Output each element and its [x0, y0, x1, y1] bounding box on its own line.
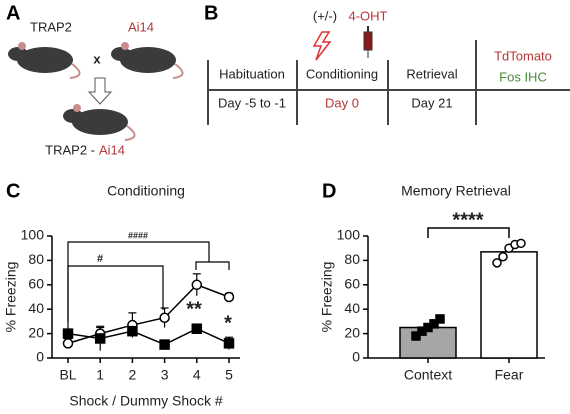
significance-label: *	[224, 312, 232, 334]
offspring-label: Ai14	[99, 142, 125, 157]
y-tick-label: 80	[28, 251, 44, 267]
y-tick-label: 0	[36, 349, 44, 365]
panel-label: A	[6, 2, 20, 24]
drug-label: 4-OHT	[349, 8, 388, 23]
x-tick-label: 4	[193, 367, 201, 383]
y-tick-label: 20	[28, 324, 44, 340]
stage-name: Habituation	[219, 66, 285, 81]
y-axis-label: % Freezing	[3, 262, 19, 333]
data-point	[62, 338, 74, 349]
bar	[399, 326, 457, 359]
shock-icon	[312, 31, 332, 61]
stage-day: Day -5 to -1	[218, 95, 286, 110]
x-tick-label: 1	[96, 367, 104, 383]
data-point	[159, 312, 170, 323]
y-tick-label: 20	[344, 324, 360, 340]
data-point	[159, 339, 170, 350]
y-tick-label: 100	[21, 227, 45, 243]
chart-title: Memory Retrieval	[401, 183, 511, 199]
readout: Fos IHC	[499, 69, 547, 84]
stage-day: Day 21	[411, 95, 452, 110]
y-tick-label: 40	[28, 300, 44, 316]
syringe-icon	[363, 26, 373, 58]
chart-title: Conditioning	[107, 183, 185, 199]
timeline	[207, 40, 570, 125]
significance-label: ****	[452, 209, 483, 231]
bar	[480, 251, 538, 359]
data-point	[127, 325, 138, 337]
significance-bracket	[195, 261, 230, 270]
y-axis-label: % Freezing	[319, 262, 335, 333]
offspring-label: TRAP2 -	[45, 142, 95, 157]
data-point	[435, 314, 445, 324]
stage-name: Conditioning	[306, 66, 378, 81]
parent-label: TRAP2	[30, 19, 72, 34]
significance-label: ####	[128, 230, 148, 240]
y-tick-label: 60	[344, 276, 360, 292]
y-tick-label: 100	[337, 227, 361, 243]
data-point	[411, 331, 421, 341]
data-point	[498, 251, 508, 262]
stage-day: Day 0	[325, 95, 359, 110]
significance-label: #	[97, 253, 103, 265]
data-point	[62, 328, 74, 339]
significance-label: **	[186, 298, 202, 320]
data-point	[223, 338, 235, 349]
shock-label: (+/-)	[313, 8, 337, 23]
y-tick-label: 0	[352, 349, 360, 365]
data-point	[492, 258, 502, 268]
data-point	[223, 291, 235, 303]
data-point	[429, 319, 439, 329]
arrow	[87, 77, 113, 105]
x-tick-label: BL	[59, 367, 76, 383]
panel-label: C	[6, 180, 20, 202]
x-tick-label: Context	[404, 367, 452, 383]
y-tick-label: 60	[28, 276, 44, 292]
x-axis-label: Shock / Dummy Shock #	[69, 393, 222, 409]
panel-label: B	[204, 2, 218, 24]
x-tick-label: 2	[129, 367, 137, 383]
series-line	[67, 283, 230, 345]
data-point	[516, 238, 526, 249]
data-point	[94, 333, 106, 344]
x-tick-label: Fear	[495, 367, 524, 383]
y-tick-label: 80	[344, 251, 360, 267]
significance-bracket	[427, 227, 510, 238]
parent-label: Ai14	[128, 19, 154, 34]
data-point	[191, 279, 203, 291]
x-tick-label: 3	[161, 367, 169, 383]
panel-label: D	[322, 180, 336, 202]
data-point	[191, 323, 203, 334]
readout: TdTomato	[494, 48, 552, 63]
stage-name: Retrieval	[406, 66, 457, 81]
mouse-icon	[8, 42, 184, 141]
y-tick-label: 40	[344, 300, 360, 316]
significance-bracket	[67, 265, 164, 322]
x-tick-label: 5	[225, 367, 233, 383]
cross-label: x	[93, 51, 101, 66]
series-line	[67, 327, 230, 346]
